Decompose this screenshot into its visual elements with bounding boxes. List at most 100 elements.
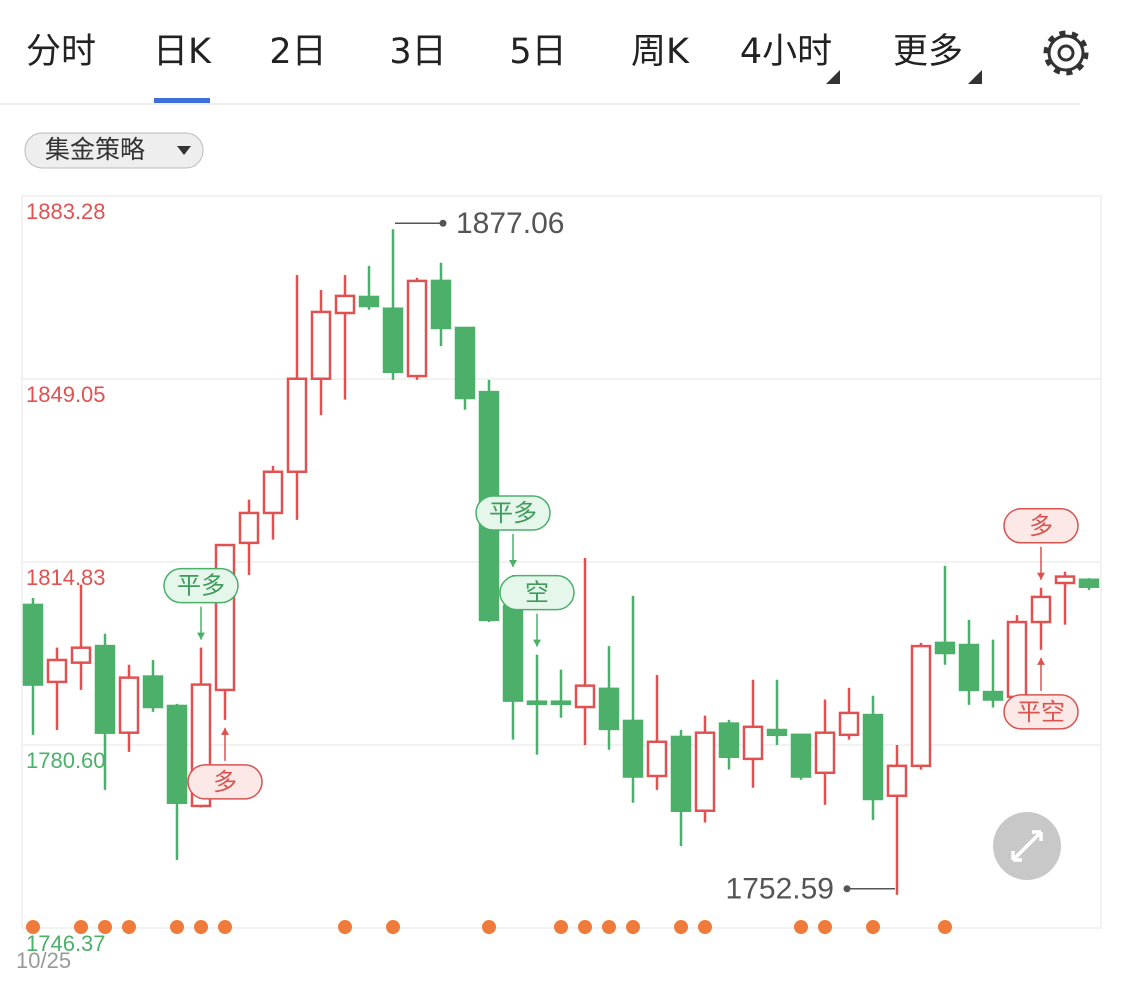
candle-body xyxy=(70,646,92,664)
annotation-label: 平多 xyxy=(489,499,537,527)
candle-body xyxy=(454,326,476,400)
tab[interactable]: 分时 xyxy=(26,32,96,72)
y-tick-label: 1780.60 xyxy=(26,748,106,773)
y-tick-label: 1849.05 xyxy=(26,382,106,407)
event-dot xyxy=(482,920,496,934)
tab[interactable]: 4小时 xyxy=(740,32,832,72)
annotation-label: 多 xyxy=(213,768,237,796)
candle-body xyxy=(934,641,956,655)
dropdown-caret xyxy=(177,146,191,155)
candle-body xyxy=(766,728,788,737)
annotation-pill xyxy=(1003,508,1079,544)
y-tick-label: 1814.83 xyxy=(26,565,106,590)
tab[interactable]: 日K xyxy=(153,32,212,72)
tab[interactable]: 更多 xyxy=(893,32,963,72)
candle-body xyxy=(118,676,140,734)
candle-body xyxy=(646,740,668,778)
candle-body xyxy=(910,644,932,768)
event-dot xyxy=(386,920,400,934)
candle-body xyxy=(382,307,404,374)
tab[interactable]: 5日 xyxy=(509,32,566,72)
expand-arrows xyxy=(1011,830,1043,862)
candle-body xyxy=(406,279,428,378)
annotation-arrowhead xyxy=(1037,657,1045,665)
event-dot xyxy=(170,920,184,934)
candle-body xyxy=(718,722,740,758)
candle-body xyxy=(286,377,308,474)
candle-body xyxy=(526,700,548,706)
annotation-arrowhead xyxy=(509,559,517,567)
annotation-arrowhead xyxy=(221,727,229,735)
candle-body xyxy=(670,735,692,812)
event-dot xyxy=(578,920,592,934)
candle-body xyxy=(334,294,356,315)
annotation-pill xyxy=(499,574,575,611)
candle-body xyxy=(1030,595,1052,624)
event-dot xyxy=(194,920,208,934)
candle-body xyxy=(238,511,260,545)
extreme-label: 1877.06 xyxy=(456,207,564,240)
annotation-pill xyxy=(1003,694,1079,730)
candle-body xyxy=(46,658,68,684)
gear-inner xyxy=(1057,44,1075,62)
candle-body xyxy=(982,690,1004,701)
event-dot xyxy=(626,920,640,934)
extreme-label: 1752.59 xyxy=(726,873,834,906)
annotation-label: 平多 xyxy=(177,572,225,600)
annotation-arrowhead xyxy=(197,632,205,640)
candle-body xyxy=(214,543,236,692)
dropdown-pill xyxy=(24,132,204,169)
candle-body xyxy=(502,604,524,702)
candle-body xyxy=(166,704,188,804)
annotation-arrowhead xyxy=(533,639,541,647)
annotation-pill xyxy=(475,495,551,531)
extreme-dot xyxy=(843,885,851,893)
candle-body xyxy=(358,295,380,308)
event-dot xyxy=(698,920,712,934)
annotation-label: 多 xyxy=(1029,512,1053,540)
event-dot xyxy=(818,920,832,934)
event-dot xyxy=(218,920,232,934)
candle-body xyxy=(430,279,452,330)
gear-teeth xyxy=(1043,30,1089,76)
candle-body xyxy=(1006,620,1028,699)
candle-body xyxy=(814,731,836,775)
y-tick-label: 1746.37 xyxy=(26,931,106,956)
annotation-label: 空 xyxy=(525,579,549,607)
settings-icon[interactable] xyxy=(1043,30,1089,76)
strategy-dropdown[interactable]: 集金策略 xyxy=(24,132,204,169)
event-dot xyxy=(98,920,112,934)
candle-body xyxy=(958,643,980,692)
event-dot xyxy=(674,920,688,934)
candle-body xyxy=(550,700,572,706)
event-dot xyxy=(74,920,88,934)
dropdown-label: 集金策略 xyxy=(45,135,145,164)
y-tick-label: 1883.28 xyxy=(26,199,106,224)
event-dot xyxy=(554,920,568,934)
tab[interactable]: 2日 xyxy=(269,32,326,72)
candle-body xyxy=(598,687,620,731)
x-tick-label: 10/25 xyxy=(16,948,71,973)
event-dot xyxy=(26,920,40,934)
candle-body xyxy=(1078,578,1100,588)
tab[interactable]: 3日 xyxy=(389,32,446,72)
tab[interactable]: 周K xyxy=(631,32,690,72)
annotation-pill xyxy=(163,567,239,604)
event-dot xyxy=(794,920,808,934)
candle-body xyxy=(22,603,44,686)
expand-button[interactable] xyxy=(993,812,1061,880)
active-tab-underline xyxy=(154,98,210,103)
event-dot xyxy=(122,920,136,934)
gear-outer xyxy=(1047,34,1085,72)
extreme-dot xyxy=(439,219,447,227)
annotation-label: 平空 xyxy=(1017,698,1065,726)
annotation-arrowhead xyxy=(1037,572,1045,580)
event-dot xyxy=(602,920,616,934)
tab-corner xyxy=(826,70,840,84)
candle-body xyxy=(886,764,908,798)
event-dot xyxy=(866,920,880,934)
candle-body xyxy=(694,731,716,812)
candle-body xyxy=(838,711,860,737)
